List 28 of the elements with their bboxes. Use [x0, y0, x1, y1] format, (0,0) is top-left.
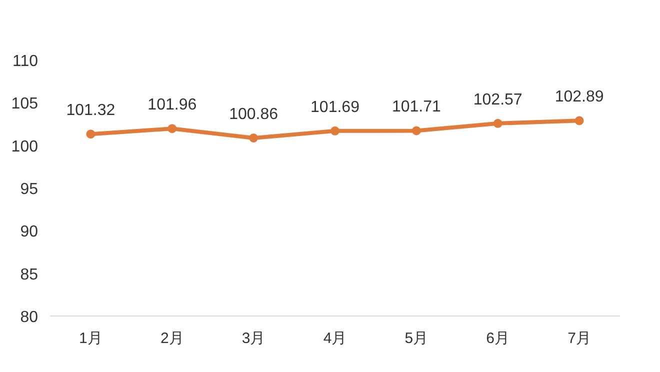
data-label: 101.69	[310, 98, 360, 116]
point	[330, 126, 340, 136]
data-label: 101.32	[66, 102, 116, 120]
y-tick-label: 105	[11, 96, 38, 113]
data-label: 100.86	[229, 106, 278, 123]
y-tick-label: 80	[20, 309, 38, 326]
point	[86, 130, 96, 139]
x-tick-label: 3月	[242, 330, 266, 347]
x-tick-label: 5月	[404, 330, 428, 347]
y-tick-label: 95	[20, 181, 38, 198]
data-label: 102.89	[554, 88, 604, 106]
point	[168, 124, 177, 134]
data-label: 102.57	[473, 91, 522, 108]
x-tick-label: 2月	[160, 330, 184, 347]
data-label: 101.71	[392, 98, 441, 116]
y-tick-label: 85	[20, 266, 38, 284]
point	[493, 118, 502, 128]
x-tick-label: 4月	[323, 330, 347, 347]
y-tick-label: 90	[20, 224, 38, 241]
x-tick-label: 6月	[486, 330, 510, 347]
point	[249, 133, 258, 142]
y-tick-label: 110	[12, 53, 38, 70]
point	[412, 126, 421, 136]
y-tick-label: 100	[11, 138, 38, 156]
x-tick-label: 7月	[568, 330, 591, 347]
point	[574, 116, 584, 126]
data-label: 101.96	[148, 96, 197, 114]
x-tick-label: 1月	[79, 330, 102, 347]
